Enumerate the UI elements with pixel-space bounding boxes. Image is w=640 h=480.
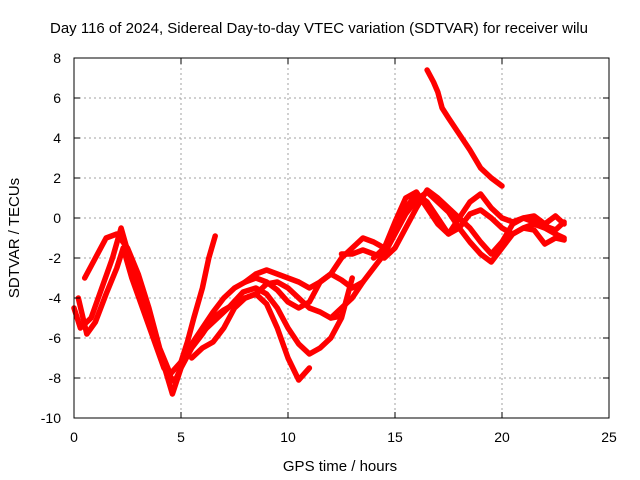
y-tick-label: 2: [53, 170, 61, 186]
x-axis-label: GPS time / hours: [283, 458, 397, 475]
gridlines: [74, 58, 609, 418]
y-tick-label: 4: [53, 130, 61, 146]
axis-ticks: 0 5 10 15 20 25 -10 -8 -6 -4 -2 0 2 4 6 8: [41, 50, 617, 445]
x-tick-label: 25: [601, 429, 617, 445]
series-track-4: [178, 233, 218, 365]
y-axis-label: SDTVAR / TECUs: [6, 178, 23, 298]
y-tick-label: -6: [49, 330, 62, 346]
y-tick-label: 8: [53, 50, 61, 66]
plot-frame: [73, 57, 610, 419]
y-tick-label: -2: [49, 250, 62, 266]
series-group: [71, 67, 567, 397]
chart-title: Day 116 of 2024, Sidereal Day-to-day VTE…: [50, 20, 588, 37]
y-tick-label: 6: [53, 90, 61, 106]
series-track-5: [188, 291, 313, 383]
y-tick-label: -8: [49, 370, 62, 386]
y-tick-label: -10: [41, 410, 61, 426]
series-track-7: [328, 189, 567, 321]
x-tick-label: 5: [177, 429, 185, 445]
series-track-9: [370, 189, 567, 261]
x-tick-label: 15: [387, 429, 403, 445]
x-tick-label: 0: [70, 429, 78, 445]
x-tick-label: 10: [280, 429, 296, 445]
series-track-2: [75, 245, 355, 385]
y-tick-label: -4: [49, 290, 62, 306]
series-track-6: [242, 191, 567, 291]
series-track-3: [81, 231, 366, 377]
y-tick-label: 0: [53, 210, 61, 226]
series-track-10: [424, 67, 505, 189]
x-tick-label: 20: [494, 429, 510, 445]
